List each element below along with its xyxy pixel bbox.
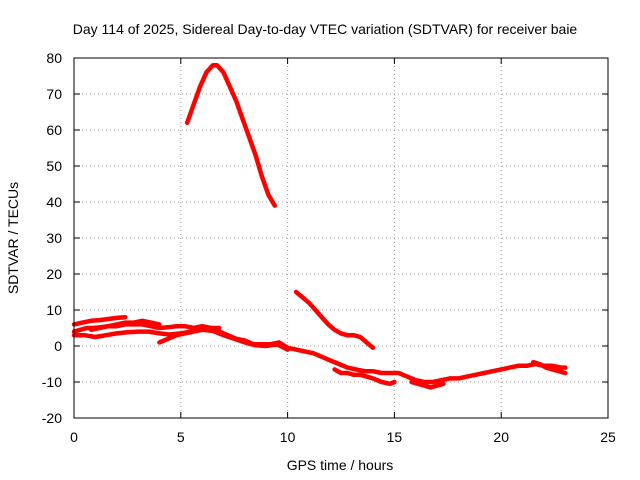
x-tick-label: 0 xyxy=(70,429,78,445)
y-axis-label: SDTVAR / TECUs xyxy=(5,182,21,294)
y-tick-label: 0 xyxy=(54,338,62,354)
series-line-arc-upper-early xyxy=(71,314,128,327)
y-tick-label: -20 xyxy=(42,410,62,426)
x-tick-label: 10 xyxy=(280,429,296,445)
grid xyxy=(74,58,608,418)
y-tick-label: 80 xyxy=(46,50,62,66)
x-tick-label: 15 xyxy=(387,429,403,445)
series-line-arc-peak xyxy=(184,62,278,208)
series-line-arc-4h xyxy=(157,325,222,345)
series-line-arc-16h xyxy=(409,379,446,390)
series-line-arc-main xyxy=(71,322,568,385)
y-tick-label: 20 xyxy=(46,266,62,282)
x-tick-label: 5 xyxy=(177,429,185,445)
chart-title: Day 114 of 2025, Sidereal Day-to-day VTE… xyxy=(73,21,578,37)
x-axis-label: GPS time / hours xyxy=(287,457,394,473)
series-line-arc-upper-mid xyxy=(88,318,162,333)
y-tick-label: 10 xyxy=(46,302,62,318)
series-line-arc-descent xyxy=(293,289,376,351)
y-tick-label: 60 xyxy=(46,122,62,138)
plot-frame xyxy=(73,57,609,419)
y-tick-label: -10 xyxy=(42,374,62,390)
series-layer xyxy=(71,62,568,390)
y-tick-label: 50 xyxy=(46,158,62,174)
x-tick-label: 25 xyxy=(600,429,616,445)
series-line-arc-13h xyxy=(332,367,397,387)
y-tick-label: 30 xyxy=(46,230,62,246)
y-tick-label: 40 xyxy=(46,194,62,210)
y-tick-label: 70 xyxy=(46,86,62,102)
axes: 0 5 10 15 20 25 -20 -10 0 10 20 30 40 50 60 70 80 xyxy=(42,50,616,445)
series-line-arc-22h xyxy=(530,359,568,376)
x-tick-label: 20 xyxy=(493,429,509,445)
